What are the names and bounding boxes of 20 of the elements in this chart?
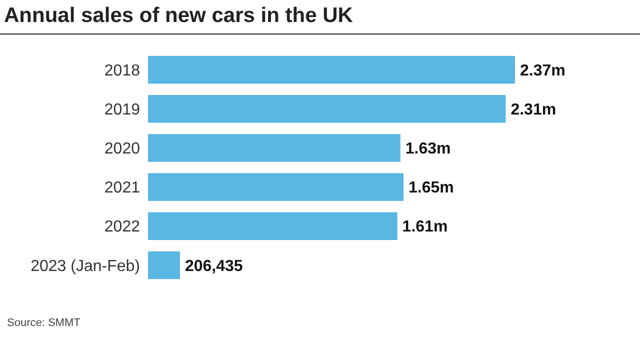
data-label: 2.31m: [510, 101, 556, 118]
bar: [148, 134, 400, 162]
y-tick-label: 2023 (Jan-Feb): [30, 258, 140, 275]
data-label: 1.63m: [405, 140, 451, 158]
data-label: 1.65m: [408, 180, 454, 197]
y-tick-label: 2018: [104, 62, 140, 80]
source-note: Source: SMMT: [7, 317, 81, 329]
y-tick-label: 2020: [104, 140, 140, 158]
y-tick-label: 2021: [104, 180, 140, 197]
bar: [148, 56, 515, 84]
chart-title: Annual sales of new cars in the UK: [4, 4, 353, 27]
bar: [148, 173, 404, 201]
bar: [148, 251, 180, 280]
data-label: 206,435: [184, 258, 243, 275]
bar: [148, 212, 398, 240]
bar: [148, 94, 506, 123]
data-label: 1.61m: [402, 218, 448, 236]
data-label: 2.37m: [520, 62, 566, 80]
y-tick-label: 2022: [104, 218, 140, 236]
y-tick-label: 2019: [104, 101, 140, 118]
